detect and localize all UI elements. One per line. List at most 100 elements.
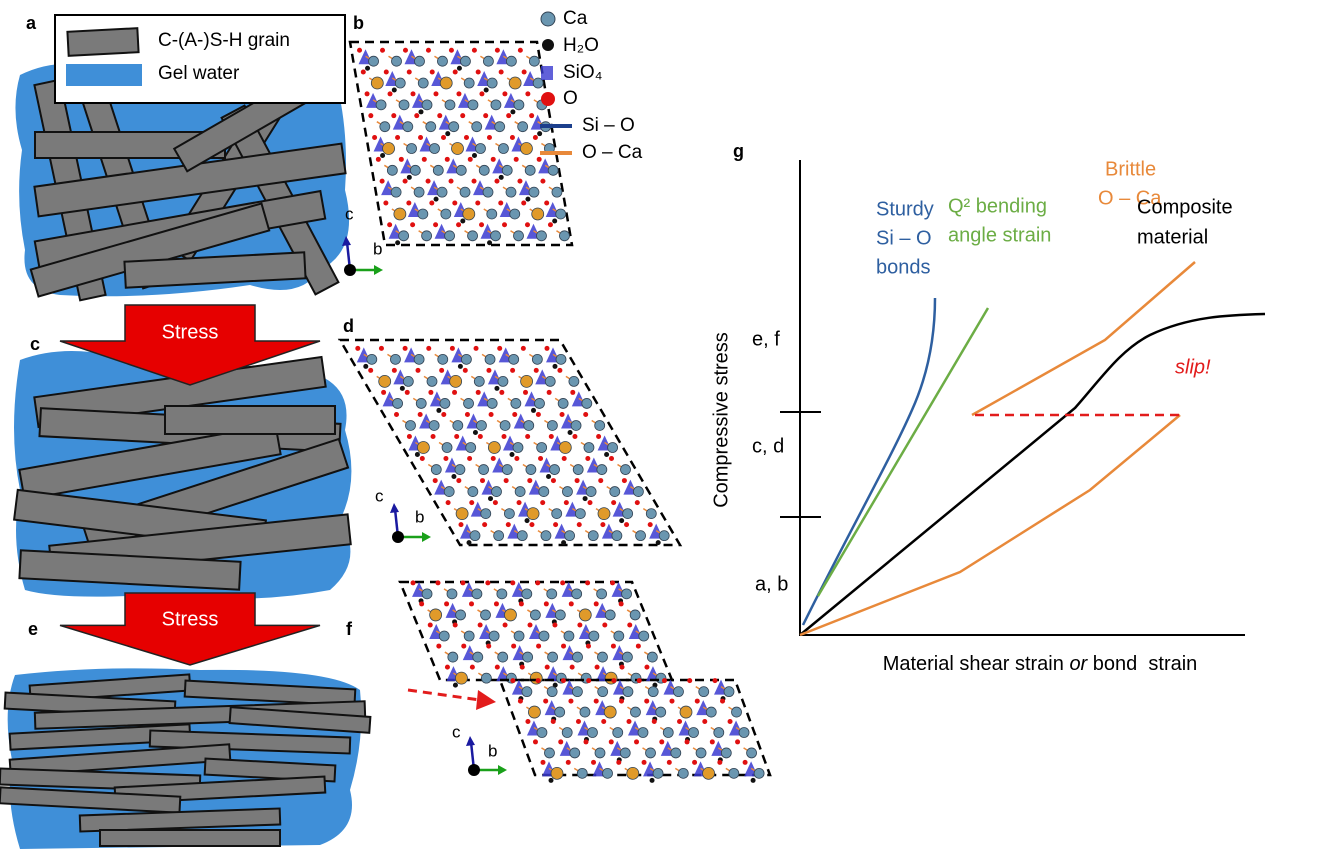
water — [407, 175, 412, 180]
oxygen — [452, 390, 457, 395]
oxygen — [465, 412, 470, 417]
oxygen — [494, 179, 499, 184]
calcium — [491, 100, 501, 110]
oxygen — [610, 580, 615, 585]
oxygen — [713, 678, 718, 683]
water — [460, 218, 465, 223]
calcium — [422, 231, 432, 241]
calcium — [525, 165, 535, 175]
oxygen — [411, 91, 416, 96]
oxygen — [506, 113, 511, 118]
panel-label: c — [30, 334, 40, 354]
oxygen — [541, 760, 546, 765]
calcium — [647, 652, 657, 662]
oxygen — [486, 644, 491, 649]
legend-text: Ca — [563, 8, 588, 29]
legend-text: Gel water — [158, 63, 240, 84]
grain — [165, 406, 335, 434]
calcium — [472, 589, 482, 599]
oxygen — [518, 48, 523, 53]
oxygen — [677, 719, 682, 724]
curve-label: bonds — [876, 256, 931, 278]
oxygen — [503, 623, 508, 628]
legend-h2o — [542, 39, 554, 51]
calcium — [491, 231, 501, 241]
calcium — [448, 652, 458, 662]
calcium-big — [551, 767, 563, 779]
oxygen — [609, 456, 614, 461]
calcium — [437, 56, 447, 66]
calcium-big — [383, 143, 395, 155]
water — [510, 109, 515, 114]
curve-label: Si – O — [876, 227, 932, 249]
calcium — [430, 144, 440, 154]
calcium — [732, 707, 742, 717]
calcium — [537, 443, 547, 453]
axis-a — [344, 264, 356, 276]
oxygen — [372, 135, 377, 140]
oxygen — [395, 135, 400, 140]
calcium — [479, 165, 489, 175]
oxygen — [572, 434, 577, 439]
calcium — [529, 187, 539, 197]
oxygen — [595, 665, 600, 670]
oxygen — [391, 113, 396, 118]
arrow-text: Stress — [162, 608, 219, 630]
oxygen — [479, 91, 484, 96]
axis-b-head — [374, 265, 383, 275]
oxygen — [405, 390, 410, 395]
calcium — [648, 687, 658, 697]
calcium — [494, 531, 504, 541]
water — [525, 518, 530, 523]
oxygen — [491, 456, 496, 461]
calcium — [555, 610, 565, 620]
water — [487, 240, 492, 245]
oxygen — [429, 200, 434, 205]
oxygen — [611, 678, 616, 683]
calcium — [445, 100, 455, 110]
calcium — [461, 354, 471, 364]
calcium — [472, 122, 482, 132]
calcium-big — [488, 442, 500, 454]
legend-text: O — [563, 88, 578, 109]
calcium — [427, 376, 437, 386]
oxygen — [602, 623, 607, 628]
calcium — [497, 589, 507, 599]
oxygen — [454, 434, 459, 439]
calcium — [524, 420, 534, 430]
bending-curve — [818, 308, 988, 596]
calcium — [558, 398, 568, 408]
oxygen — [710, 739, 715, 744]
calcium — [623, 509, 633, 519]
oxygen — [489, 412, 494, 417]
oxygen — [514, 456, 519, 461]
oxygen — [383, 200, 388, 205]
oxygen — [456, 91, 461, 96]
axis-a — [468, 764, 480, 776]
calcium — [487, 209, 497, 219]
calcium-big — [504, 609, 516, 621]
calcium-big — [559, 442, 571, 454]
oxygen — [491, 157, 496, 162]
x-axis-label-part: bond strain — [1087, 653, 1197, 675]
calcium — [433, 165, 443, 175]
oxygen — [521, 346, 526, 351]
calcium — [636, 531, 646, 541]
annotation: slip! — [1175, 356, 1211, 378]
oxygen — [743, 760, 748, 765]
oxygen — [568, 699, 573, 704]
oxygen — [627, 719, 632, 724]
water — [537, 131, 542, 136]
oxygen — [616, 760, 621, 765]
oxygen — [452, 200, 457, 205]
oxygen — [519, 601, 524, 606]
calcium — [498, 144, 508, 154]
sio-curve — [803, 298, 935, 625]
oxygen — [441, 135, 446, 140]
x-axis-label-part: or — [1069, 653, 1088, 675]
calcium — [562, 487, 572, 497]
calcium — [689, 728, 699, 738]
oxygen — [495, 665, 500, 670]
calcium — [537, 728, 547, 738]
oxygen — [728, 719, 733, 724]
